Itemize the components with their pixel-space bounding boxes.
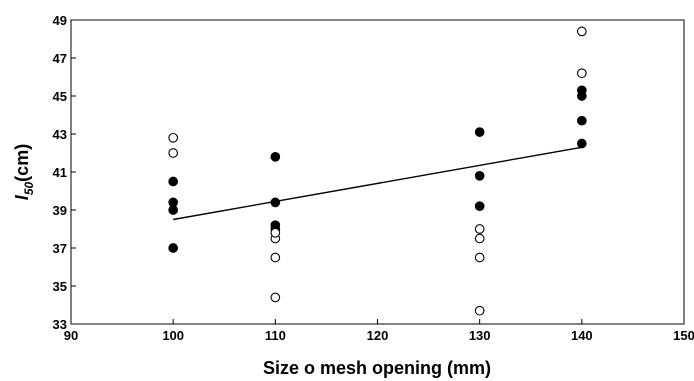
data-point-open [474,305,485,316]
data-point-filled [576,138,587,149]
y-tick-label: 49 [53,13,67,28]
y-axis-title: I50(cm) [12,144,36,200]
y-tick-label: 33 [53,317,67,332]
trend-line [173,146,582,221]
y-tick-label: 45 [53,89,67,104]
data-point-filled [270,151,281,162]
data-point-open [168,148,179,158]
y-tick-label: 37 [53,241,67,256]
data-point-filled [576,115,587,126]
x-tick-label: 130 [469,328,491,343]
y-axis-title-main: I [12,194,32,200]
x-tick-label: 120 [367,328,389,343]
y-axis: 33 35 37 39 41 43 45 47 49 [53,13,76,332]
x-tick-label: 100 [162,328,184,343]
x-tick-label: 110 [265,328,286,343]
data-point-filled [474,127,485,137]
data-point-filled [270,197,281,208]
plot-area [168,26,587,316]
data-point-filled [576,85,587,96]
data-point-filled [168,243,179,253]
data-point-open [576,68,587,79]
y-tick-label: 47 [53,51,67,66]
data-point-open [168,132,179,143]
data-point-open [474,224,485,234]
data-point-open [270,292,281,303]
data-point-open [474,252,485,263]
plot-frame [70,19,685,325]
x-axis: 90 100 110 120 130 140 150 [64,319,694,343]
data-point-open [270,252,281,263]
y-axis-title-subscript: 50 [22,182,36,196]
data-point-filled [474,201,485,212]
y-tick-label: 35 [53,279,67,294]
x-tick-label: 90 [64,328,78,343]
y-tick-label: 39 [53,203,67,218]
x-axis-title: Size o mesh opening (mm) [263,358,491,378]
x-tick-label: 150 [673,328,694,343]
data-point-filled [168,176,179,187]
data-point-open [474,233,485,244]
data-point-open [270,227,281,238]
data-point-open [576,26,587,37]
y-axis-title-unit: (cm) [12,144,32,182]
y-tick-label: 41 [53,165,67,180]
data-point-filled [474,170,485,181]
y-tick-label: 43 [53,127,67,142]
data-point-filled [168,197,179,208]
x-tick-label: 140 [571,328,593,343]
